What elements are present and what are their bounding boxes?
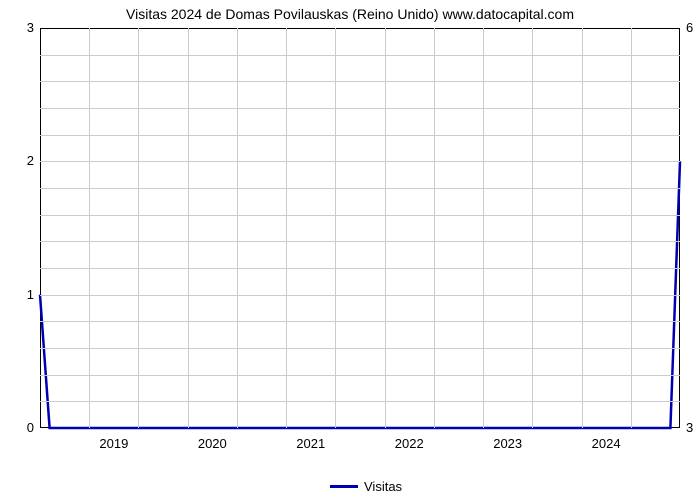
x-tick-label: 2020 <box>198 436 227 451</box>
gridline-v <box>188 28 189 428</box>
legend-label: Visitas <box>364 479 402 494</box>
y-tick-label: 2 <box>10 153 34 168</box>
gridline-h <box>40 348 680 349</box>
gridline-v <box>89 28 90 428</box>
gridline-h <box>40 215 680 216</box>
legend-swatch <box>330 485 358 488</box>
gridline-h <box>40 81 680 82</box>
y-tick-label: 1 <box>10 287 34 302</box>
gridline-h <box>40 161 680 162</box>
gridline-h <box>40 188 680 189</box>
gridline-h <box>40 268 680 269</box>
gridline-v <box>385 28 386 428</box>
y2-tick-label: 6 <box>686 20 700 35</box>
gridline-h <box>40 55 680 56</box>
gridline-h <box>40 135 680 136</box>
gridline-v <box>434 28 435 428</box>
gridline-v <box>286 28 287 428</box>
gridline-h <box>40 401 680 402</box>
gridline-h <box>40 241 680 242</box>
gridline-v <box>483 28 484 428</box>
legend: Visitas <box>330 478 402 494</box>
gridline-h <box>40 108 680 109</box>
gridline-v <box>532 28 533 428</box>
y-tick-label: 3 <box>10 20 34 35</box>
gridline-v <box>138 28 139 428</box>
x-tick-label: 2022 <box>395 436 424 451</box>
gridline-v <box>631 28 632 428</box>
gridline-h <box>40 321 680 322</box>
chart-title: Visitas 2024 de Domas Povilauskas (Reino… <box>0 6 700 22</box>
gridline-h <box>40 295 680 296</box>
y-tick-label: 0 <box>10 420 34 435</box>
plot-area <box>40 28 680 428</box>
gridline-v <box>237 28 238 428</box>
gridline-h <box>40 375 680 376</box>
x-tick-label: 2019 <box>99 436 128 451</box>
x-tick-label: 2021 <box>296 436 325 451</box>
x-tick-label: 2024 <box>592 436 621 451</box>
gridline-v <box>582 28 583 428</box>
y2-tick-label: 3 <box>686 420 700 435</box>
x-tick-label: 2023 <box>493 436 522 451</box>
visits-chart: Visitas 2024 de Domas Povilauskas (Reino… <box>0 0 700 500</box>
gridline-v <box>335 28 336 428</box>
